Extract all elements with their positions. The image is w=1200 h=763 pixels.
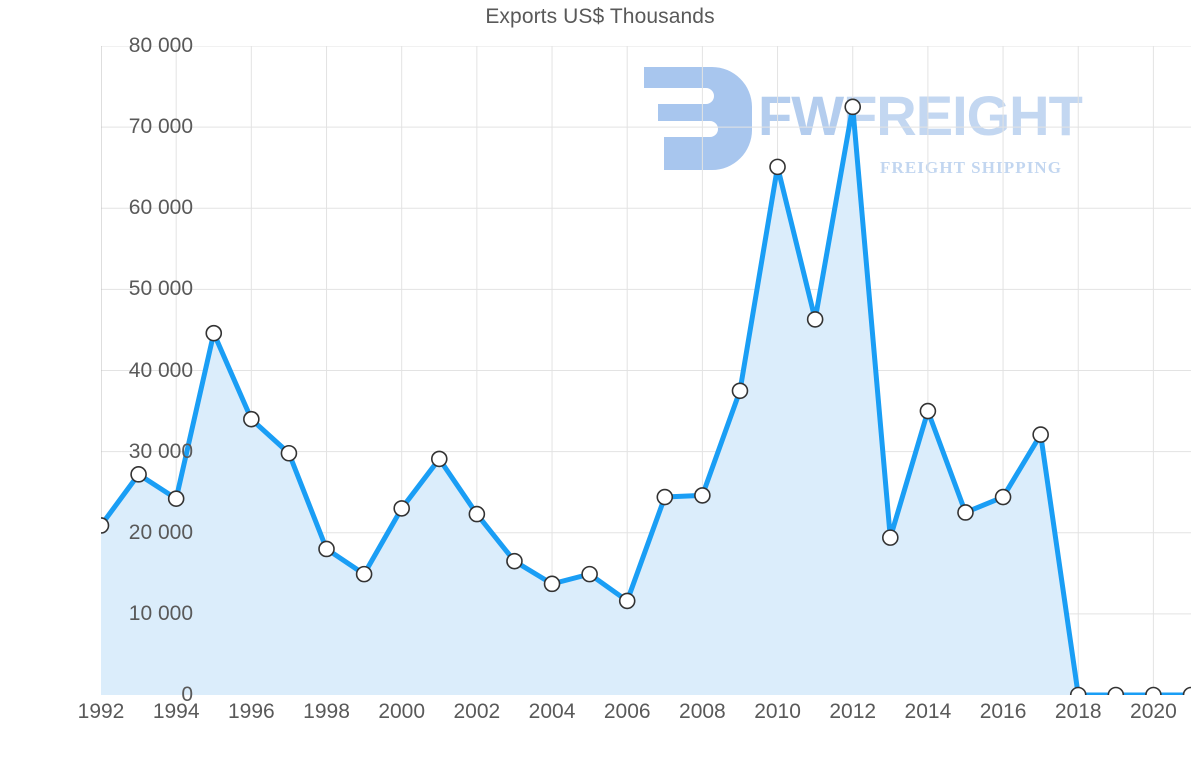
y-axis-tick-label: 60 000: [128, 196, 193, 220]
data-point: [1182, 686, 1191, 695]
area-chart-svg: [101, 46, 1191, 695]
y-axis-tick-label: 20 000: [128, 520, 193, 544]
x-axis-tick-label: 1996: [227, 700, 275, 723]
data-point: [618, 592, 636, 610]
data-point: [957, 504, 974, 521]
x-axis-tick-label: 2000: [378, 700, 426, 723]
x-axis-tick-label: 2016: [979, 700, 1027, 723]
data-point: [101, 517, 110, 534]
x-axis-tick-label: 2002: [453, 700, 501, 723]
x-axis-tick-label: 2020: [1130, 700, 1177, 723]
data-point: [731, 382, 749, 400]
x-axis-tick-label: 1994: [152, 700, 200, 723]
chart-title: Exports US$ Thousands: [485, 5, 715, 28]
data-point: [468, 505, 486, 523]
x-axis-tick-label: 2008: [679, 700, 726, 723]
data-point: [844, 98, 862, 116]
data-point: [1107, 686, 1125, 695]
y-axis-labels: 0 10 000 20 000 30 000 40 000 50 000 60 000 70 …: [73, 34, 193, 706]
data-point-markers: [101, 98, 1191, 695]
data-point: [581, 565, 598, 583]
data-point: [205, 324, 223, 342]
y-axis-tick-label: 30 000: [128, 439, 193, 463]
y-axis-tick-label: 40 000: [128, 358, 193, 382]
x-axis-tick-label: 2012: [829, 700, 877, 723]
data-point: [994, 488, 1012, 506]
data-point: [694, 487, 711, 504]
data-point: [430, 450, 448, 468]
x-axis-tick-label: 2010: [754, 700, 801, 723]
data-point: [280, 444, 298, 462]
plot-area: 0 10 000 20 000 30 000 40 000 50 000 60 000 70 …: [101, 34, 1191, 706]
y-axis-tick-label: 10 000: [128, 601, 193, 625]
data-point: [167, 490, 185, 507]
x-axis-tick-label: 1998: [303, 700, 350, 723]
data-point: [1032, 426, 1049, 443]
data-point: [543, 575, 561, 593]
y-axis-tick-label: 70 000: [128, 115, 193, 139]
x-axis-tick-label: 2006: [603, 700, 651, 723]
data-point: [506, 552, 523, 570]
x-axis-tick-label: 2018: [1054, 700, 1102, 723]
y-axis-tick-label: 50 000: [128, 277, 193, 301]
x-axis-tick-label: 2004: [528, 700, 576, 723]
data-point: [243, 410, 260, 428]
x-axis-tick-label: 1992: [77, 700, 125, 723]
data-point: [769, 158, 786, 176]
data-point: [919, 402, 937, 420]
y-axis-tick-label: 0: [181, 683, 193, 706]
data-point: [1145, 686, 1162, 695]
data-point: [882, 529, 899, 546]
series-area-fill: [101, 106, 1191, 695]
series-line: [101, 104, 1191, 695]
data-point: [355, 565, 373, 583]
x-axis-labels: 1992 1994 1996 1998 2000 2002 2004 2006 2008 2010…: [0, 700, 1200, 750]
data-point: [656, 488, 674, 506]
data-point: [1069, 686, 1087, 695]
data-point: [393, 500, 410, 517]
data-point: [318, 540, 335, 558]
data-point: [130, 466, 147, 483]
x-axis-tick-label: 2014: [904, 700, 952, 723]
data-point: [806, 311, 824, 328]
y-axis-tick-label: 80 000: [128, 34, 193, 57]
